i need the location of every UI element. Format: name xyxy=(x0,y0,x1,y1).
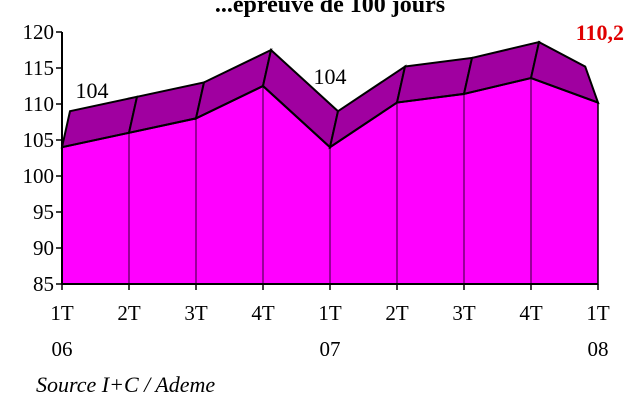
x-tick-label: 4T xyxy=(519,301,543,325)
x-tick-label: 1T xyxy=(50,301,74,325)
source-note: Source I+C / Ademe xyxy=(36,372,216,397)
labels: ...épreuve de 100 jours 85 90 95 100 105 110 11… xyxy=(23,0,625,361)
x-tick-label-year: 07 xyxy=(320,337,341,361)
x-tick-label: 4T xyxy=(251,301,275,325)
y-tick-label: 100 xyxy=(23,164,55,188)
x-tick-label-year: 06 xyxy=(52,337,73,361)
x-tick-label: 2T xyxy=(385,301,409,325)
y-tick-label: 105 xyxy=(23,128,55,152)
data-label: 104 xyxy=(314,64,347,89)
y-tick-label: 110 xyxy=(23,92,54,116)
y-tick-label: 120 xyxy=(23,20,55,44)
x-tick-label: 1T xyxy=(318,301,342,325)
chart-title: ...épreuve de 100 jours xyxy=(215,0,445,18)
x-tick-label-year: 08 xyxy=(588,337,609,361)
data-label: 110,2 xyxy=(576,20,624,45)
x-tick-label: 2T xyxy=(117,301,141,325)
y-tick-label: 85 xyxy=(33,272,54,296)
y-tick-label: 95 xyxy=(33,200,54,224)
y-tick-label: 90 xyxy=(33,236,54,260)
series-line xyxy=(61,77,599,149)
x-tick-label: 3T xyxy=(452,301,476,325)
axes xyxy=(56,31,599,290)
x-tick-label: 1T xyxy=(586,301,610,325)
plot-area xyxy=(60,40,600,285)
y-tick-label: 115 xyxy=(23,56,54,80)
data-label: 104 xyxy=(76,78,109,103)
x-tick-label: 3T xyxy=(184,301,208,325)
